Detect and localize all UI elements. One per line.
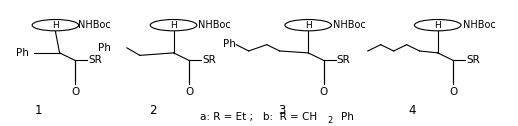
Text: O: O [71,87,79,97]
Text: NHBoc: NHBoc [198,20,231,30]
Text: 1: 1 [35,104,42,117]
Text: NHBoc: NHBoc [333,20,366,30]
Text: O: O [320,87,328,97]
Text: SR: SR [337,55,351,65]
Text: a: R = Et ;   b:  R = CH: a: R = Et ; b: R = CH [200,112,318,122]
Text: Ph: Ph [223,39,236,49]
Text: SR: SR [202,55,216,65]
Text: H: H [305,21,312,30]
Text: SR: SR [466,55,480,65]
Text: H: H [434,21,441,30]
Text: NHBoc: NHBoc [78,20,110,30]
Text: H: H [52,21,59,30]
Text: O: O [449,87,457,97]
Text: 2: 2 [328,116,333,125]
Text: 2: 2 [149,104,156,117]
Text: Ph: Ph [98,43,111,53]
Text: O: O [185,87,193,97]
Text: Ph: Ph [16,48,28,58]
Text: H: H [170,21,177,30]
Text: Ph: Ph [341,112,354,122]
Text: 3: 3 [279,104,286,117]
Text: SR: SR [88,55,102,65]
Text: NHBoc: NHBoc [463,20,495,30]
Text: 4: 4 [408,104,415,117]
